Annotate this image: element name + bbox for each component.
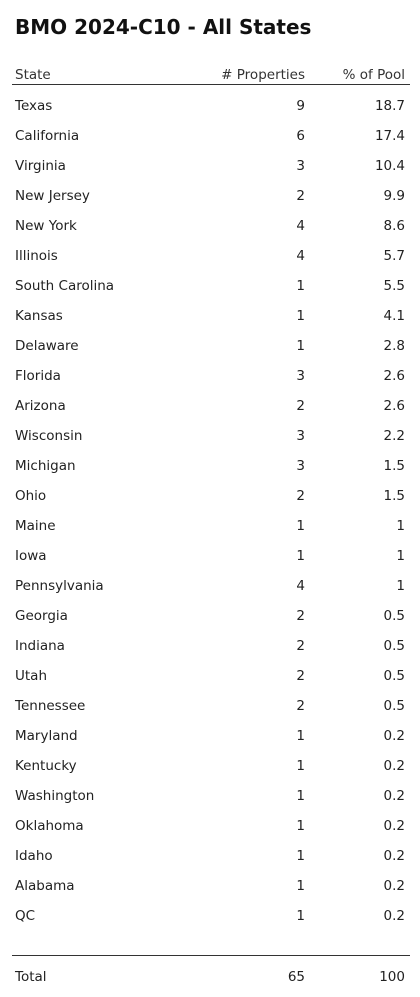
total-cell: 65 xyxy=(287,969,305,985)
column-header: # Properties xyxy=(221,67,305,83)
table-cell: 1 xyxy=(296,338,305,354)
table-cell: 1 xyxy=(296,848,305,864)
table-cell: 4.1 xyxy=(383,308,405,324)
table-cell: 1 xyxy=(396,548,405,564)
table-cell: 1 xyxy=(296,548,305,564)
table-cell: 9.9 xyxy=(383,188,405,204)
table-cell: Indiana xyxy=(15,638,65,654)
table-cell: 2 xyxy=(296,608,305,624)
table-cell: Arizona xyxy=(15,398,66,414)
table-cell: Utah xyxy=(15,668,48,684)
table-cell: 2.8 xyxy=(383,338,405,354)
table-cell: 3 xyxy=(296,368,305,384)
table-cell: 1 xyxy=(296,758,305,774)
table-cell: 17.4 xyxy=(374,128,405,144)
table-cell: California xyxy=(15,128,80,144)
table-cell: 10.4 xyxy=(374,158,405,174)
table-cell: Wisconsin xyxy=(15,428,83,444)
table-cell: 1 xyxy=(296,818,305,834)
table-cell: 0.5 xyxy=(383,608,405,624)
table-cell: 1.5 xyxy=(383,458,405,474)
table-cell: Texas xyxy=(15,98,53,114)
table-cell: Illinois xyxy=(15,248,58,264)
table-cell: 1 xyxy=(296,308,305,324)
column-header: State xyxy=(15,67,51,83)
table-cell: 5.5 xyxy=(383,278,405,294)
table-cell: Maryland xyxy=(15,728,78,744)
table-cell: 0.2 xyxy=(383,818,405,834)
table-cell: 2 xyxy=(296,188,305,204)
table-cell: 8.6 xyxy=(383,218,405,234)
table-cell: Michigan xyxy=(15,458,76,474)
table-cell: Virginia xyxy=(15,158,66,174)
table-cell: South Carolina xyxy=(15,278,115,294)
table-cell: Florida xyxy=(15,368,61,384)
table-cell: 4 xyxy=(296,248,305,264)
table-cell: 2.6 xyxy=(383,368,405,384)
table-cell: 2 xyxy=(296,668,305,684)
table-cell: 3 xyxy=(296,428,305,444)
table-cell: Ohio xyxy=(15,488,47,504)
table-cell: 3 xyxy=(296,158,305,174)
table-cell: 4 xyxy=(296,218,305,234)
table-cell: Tennessee xyxy=(15,698,86,714)
table-cell: 1 xyxy=(396,518,405,534)
title: BMO 2024-C10 - All States xyxy=(15,15,312,39)
table-cell: 1 xyxy=(296,728,305,744)
table-cell: 0.2 xyxy=(383,728,405,744)
table-cell: Oklahoma xyxy=(15,818,84,834)
table-cell: 0.5 xyxy=(383,638,405,654)
header-rule xyxy=(12,84,410,85)
table-cell: Delaware xyxy=(15,338,79,354)
table-cell: 2.2 xyxy=(383,428,405,444)
table-cell: New Jersey xyxy=(15,188,90,204)
table-cell: 1 xyxy=(296,518,305,534)
table-cell: Maine xyxy=(15,518,56,534)
table-cell: 18.7 xyxy=(374,98,405,114)
table-cell: 2 xyxy=(296,698,305,714)
table-cell: Georgia xyxy=(15,608,68,624)
table-cell: 2 xyxy=(296,488,305,504)
table-cell: Pennsylvania xyxy=(15,578,104,594)
table-cell: 0.5 xyxy=(383,668,405,684)
table-cell: 0.5 xyxy=(383,698,405,714)
table-cell: 3 xyxy=(296,458,305,474)
table-cell: Iowa xyxy=(15,548,47,564)
table-cell: 1 xyxy=(296,788,305,804)
table-cell: 1 xyxy=(396,578,405,594)
total-cell: 100 xyxy=(379,969,405,985)
table-cell: 4 xyxy=(296,578,305,594)
table-cell: 1 xyxy=(296,278,305,294)
table-cell: Kentucky xyxy=(15,758,77,774)
table-cell: 2 xyxy=(296,398,305,414)
table-cell: Washington xyxy=(15,788,95,804)
table-cell: 5.7 xyxy=(383,248,405,264)
table-cell: 1 xyxy=(296,908,305,924)
table-cell: Alabama xyxy=(15,878,75,894)
table-cell: 0.2 xyxy=(383,908,405,924)
table-cell: 1 xyxy=(296,878,305,894)
table-cell: 1.5 xyxy=(383,488,405,504)
table-cell: 0.2 xyxy=(383,848,405,864)
table-cell: 6 xyxy=(296,128,305,144)
table-cell: 0.2 xyxy=(383,788,405,804)
table-cell: New York xyxy=(15,218,77,234)
table-cell: 9 xyxy=(296,98,305,114)
footer-rule xyxy=(12,955,410,956)
table-cell: Kansas xyxy=(15,308,63,324)
table-cell: QC xyxy=(15,908,36,924)
table-cell: Idaho xyxy=(15,848,53,864)
column-header: % of Pool xyxy=(342,67,405,83)
table-cell: 0.2 xyxy=(383,758,405,774)
total-cell: Total xyxy=(15,969,47,985)
table-cell: 0.2 xyxy=(383,878,405,894)
table-cell: 2.6 xyxy=(383,398,405,414)
table-cell: 2 xyxy=(296,638,305,654)
